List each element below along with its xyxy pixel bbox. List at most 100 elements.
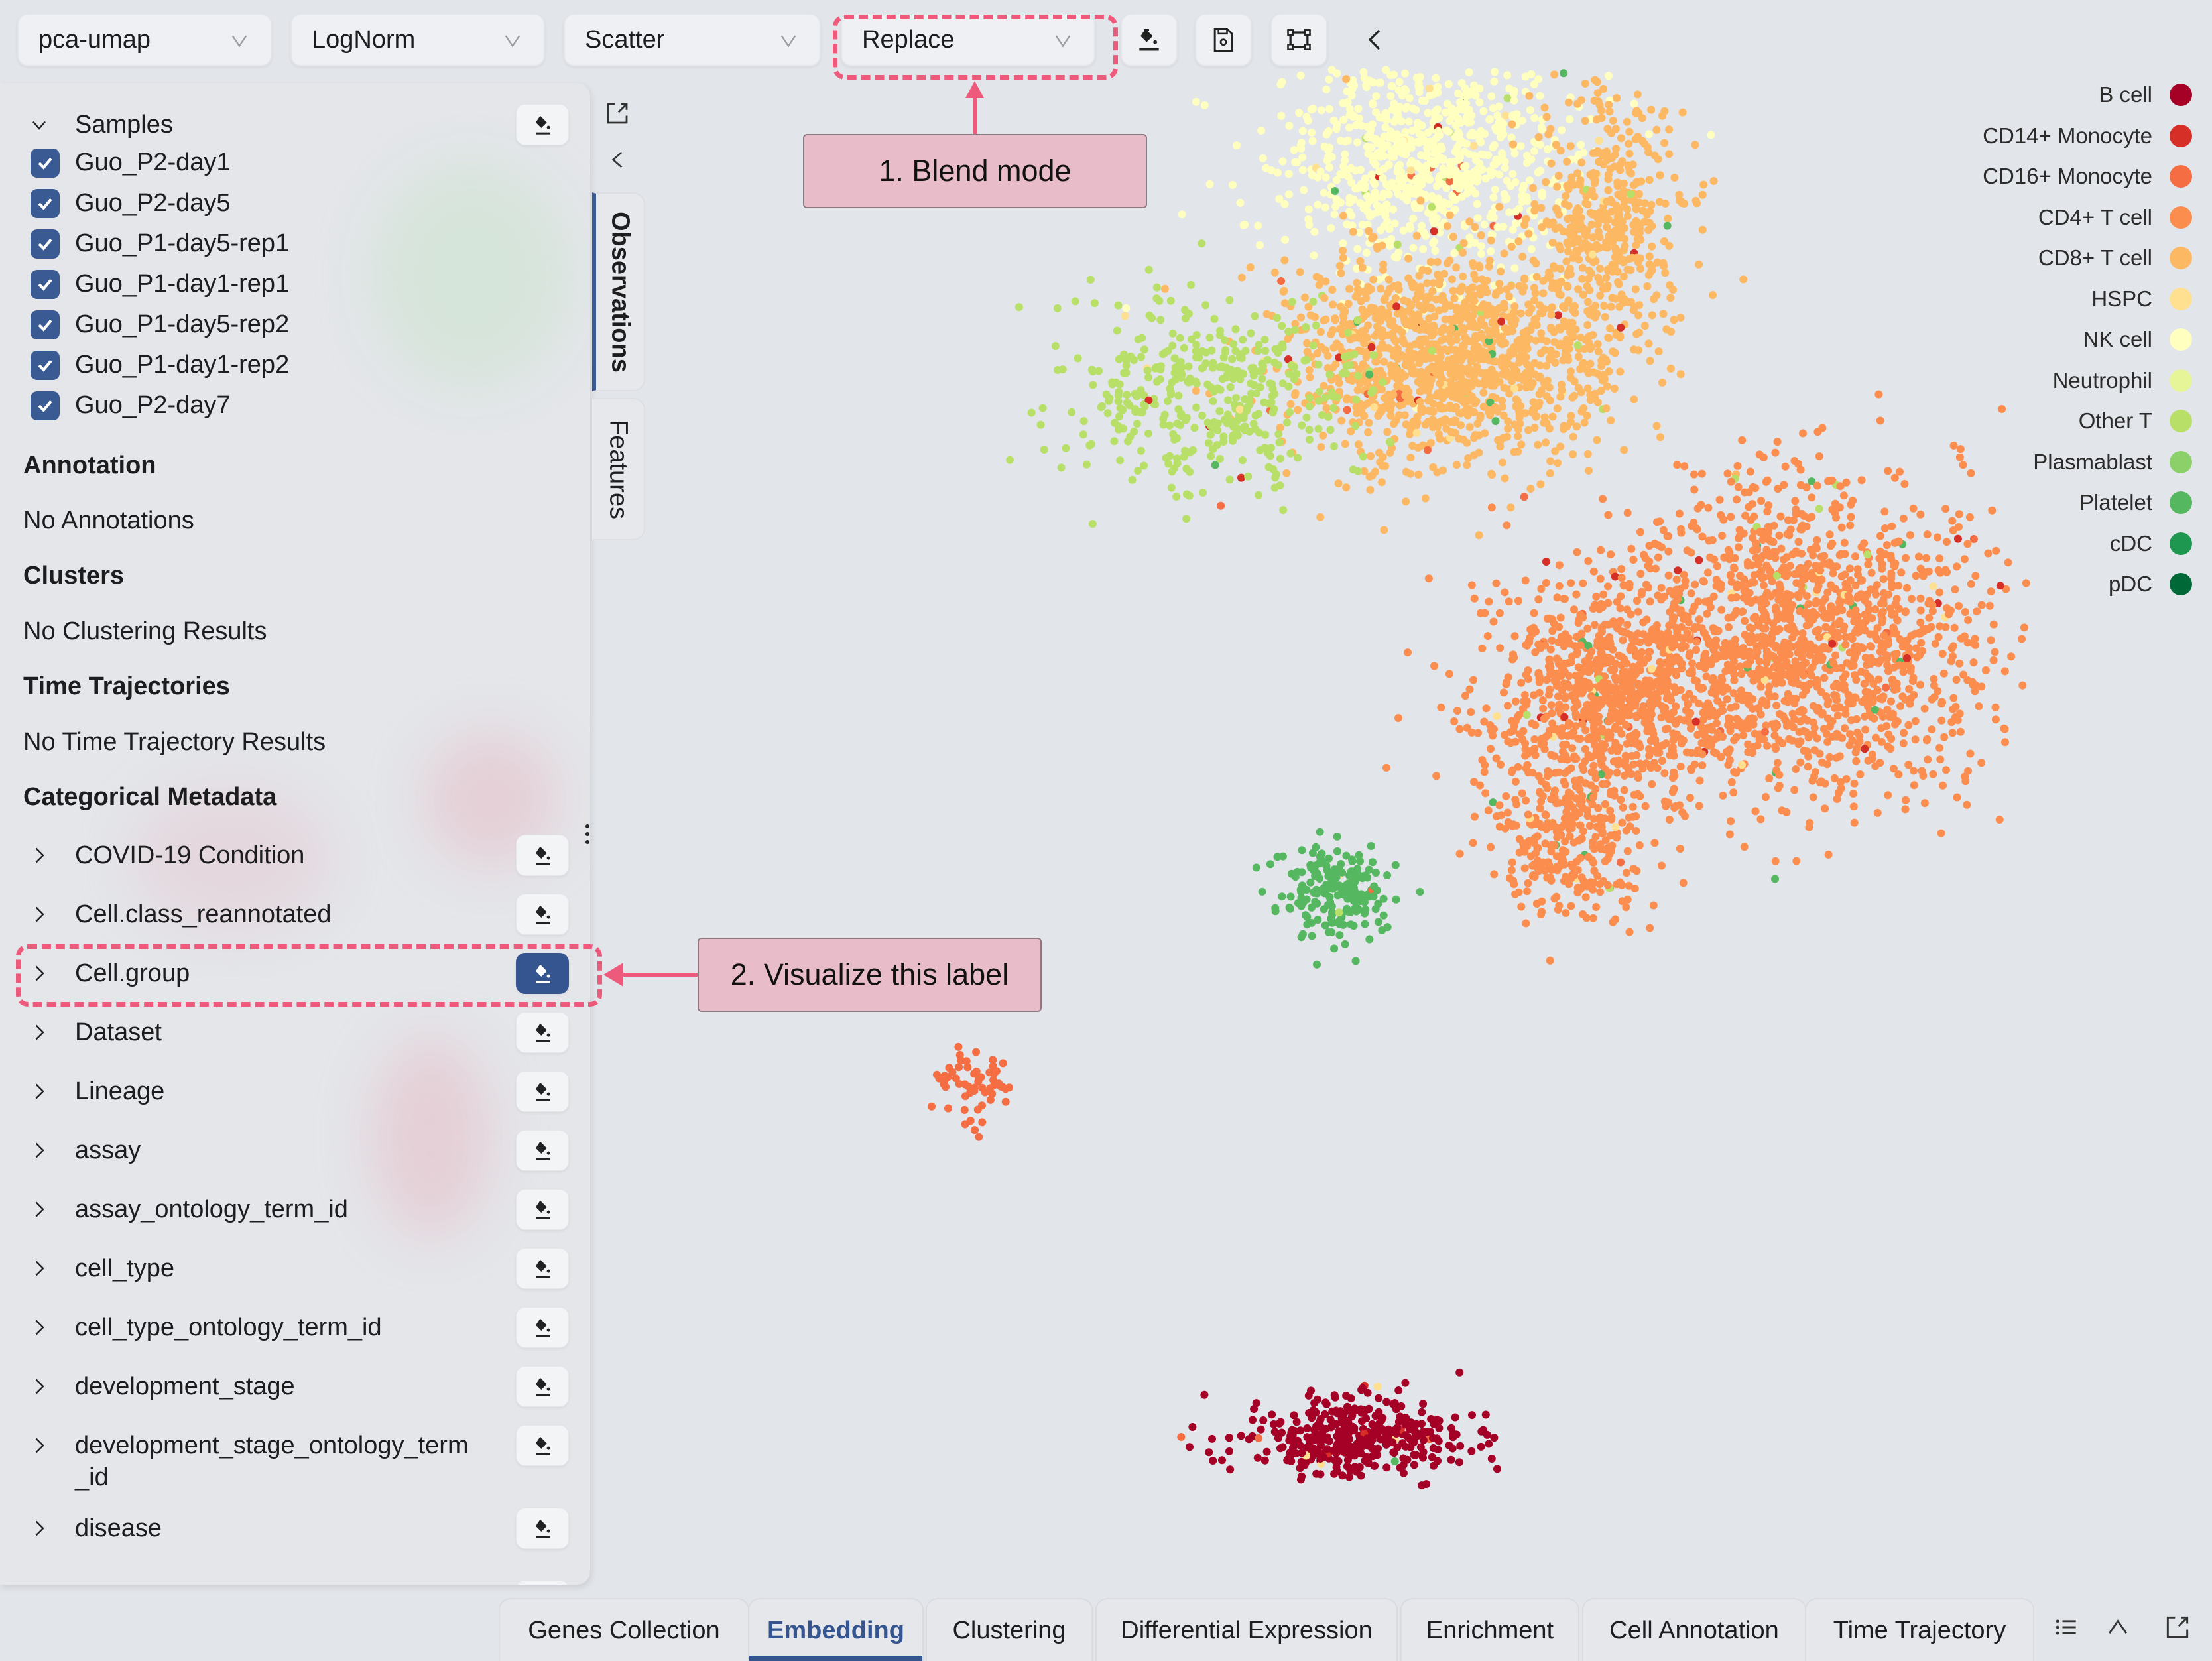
scatter-point: [1429, 423, 1438, 432]
scatter-point: [1577, 141, 1585, 149]
scatter-point: [1420, 320, 1428, 328]
scatter-point: [1331, 187, 1339, 195]
scatter-point: [1809, 574, 1817, 583]
scatter-point: [1984, 549, 1993, 558]
scatter-point: [1166, 296, 1175, 305]
scatter-point: [1644, 226, 1653, 235]
scatter-point: [1380, 526, 1388, 534]
scatter-point: [1546, 271, 1554, 280]
scatter-point: [1579, 360, 1587, 369]
scatter-point: [1542, 217, 1551, 226]
scatter-point: [1831, 651, 1840, 660]
scatter-point: [1305, 426, 1314, 434]
scatter-point: [1808, 513, 1816, 521]
scatter-point: [1510, 302, 1519, 311]
scatter-point: [1774, 591, 1783, 599]
scatter-point: [1959, 461, 1967, 469]
scatter-point: [1314, 424, 1323, 433]
scatter-point: [1594, 97, 1603, 105]
scatter-point: [1481, 369, 1489, 377]
scatter-point: [1823, 737, 1832, 746]
scatter-point: [1359, 452, 1367, 461]
scatter-point: [1496, 286, 1504, 294]
scatter-point: [1841, 641, 1850, 649]
scatter-point: [1435, 114, 1443, 122]
scatter-point: [1350, 334, 1359, 342]
scatter-point: [1354, 440, 1363, 449]
scatter-point: [1284, 355, 1292, 363]
scatter-point: [1223, 396, 1232, 404]
scatter-point: [1604, 582, 1612, 591]
scatter-point: [1611, 125, 1620, 133]
scatter-point: [1750, 512, 1758, 521]
scatter-point: [1166, 385, 1174, 393]
scatter-point: [1551, 447, 1560, 456]
scatter-point: [1791, 657, 1800, 666]
scatter-point: [1388, 178, 1396, 187]
scatter-point: [1924, 755, 1932, 764]
scatter-point: [1490, 141, 1499, 149]
scatter-point: [1771, 857, 1780, 865]
scatter-point: [1453, 150, 1462, 158]
scatter-point: [1879, 599, 1888, 608]
scatter-point: [1867, 660, 1875, 668]
scatter-point: [1294, 454, 1302, 462]
scatter-point: [1415, 88, 1424, 97]
scatter-point: [1949, 652, 1957, 660]
scatter-point: [1386, 411, 1395, 420]
scatter-point: [1460, 172, 1469, 180]
scatter-point: [1497, 267, 1505, 276]
scatter-point: [1918, 646, 1926, 655]
scatter-point: [1570, 752, 1579, 761]
scatter-point: [1487, 503, 1496, 512]
scatter-point: [1654, 155, 1662, 164]
scatter-point: [1702, 672, 1711, 681]
scatter-point: [1462, 90, 1471, 98]
scatter-point: [1991, 703, 2000, 711]
scatter-point: [1659, 259, 1668, 267]
scatter-point: [1522, 711, 1531, 719]
scatter-point: [1956, 445, 1965, 454]
scatter-point: [1470, 408, 1479, 416]
scatter-point: [1302, 323, 1310, 331]
scatter-point: [1219, 353, 1228, 362]
scatter-point: [1455, 105, 1463, 113]
scatter-point: [1516, 309, 1525, 318]
scatter-point: [1379, 189, 1388, 198]
scatter-point: [1530, 114, 1539, 122]
scatter-point: [1329, 404, 1337, 412]
scatter-point: [1360, 467, 1369, 475]
scatter-point: [1365, 370, 1374, 379]
scatter-point: [1441, 404, 1449, 412]
scatter-point: [1122, 356, 1131, 365]
scatter-point: [1916, 606, 1925, 615]
scatter-point: [1764, 501, 1773, 509]
scatter-point: [1766, 567, 1774, 576]
scatter-point: [1867, 568, 1876, 577]
scatter-point: [1552, 141, 1560, 149]
scatter-point: [1969, 658, 1978, 667]
scatter-point: [1434, 389, 1442, 398]
scatter-point: [1591, 302, 1599, 310]
scatter-point: [1367, 343, 1376, 351]
scatter-point: [1477, 138, 1485, 147]
scatter-point: [1403, 196, 1412, 204]
scatter-point: [1824, 850, 1833, 859]
scatter-point: [1640, 199, 1649, 208]
scatter-point: [1297, 313, 1305, 322]
scatter-point: [1670, 316, 1678, 324]
scatter-point: [1487, 469, 1496, 478]
scatter-point: [1182, 414, 1191, 422]
scatter-point: [1345, 123, 1353, 132]
scatter-point: [1350, 350, 1359, 359]
scatter-point: [1647, 200, 1656, 209]
scatter-point: [1739, 731, 1747, 739]
scatter-point: [1406, 136, 1415, 145]
scatter-point: [1670, 174, 1679, 182]
scatter-point: [1478, 645, 1487, 652]
scatter-point: [1144, 429, 1152, 438]
scatter-point: [1911, 717, 1920, 725]
scatter-point: [1381, 462, 1390, 470]
scatter-point: [1450, 294, 1459, 303]
